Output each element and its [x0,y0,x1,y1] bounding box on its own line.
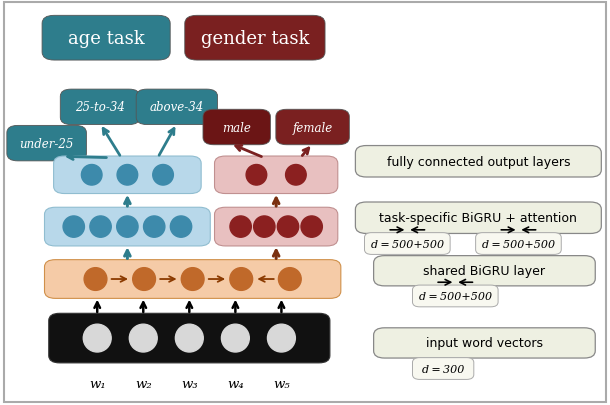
FancyBboxPatch shape [373,328,595,358]
FancyBboxPatch shape [49,313,330,363]
Ellipse shape [170,216,192,238]
FancyBboxPatch shape [356,146,601,177]
Ellipse shape [129,324,157,352]
Text: task-specific BiGRU + attention: task-specific BiGRU + attention [379,212,577,225]
FancyBboxPatch shape [54,157,201,194]
FancyBboxPatch shape [276,110,350,145]
Text: d = 300: d = 300 [422,364,464,373]
Ellipse shape [267,324,295,352]
FancyBboxPatch shape [45,260,341,298]
Ellipse shape [117,165,138,185]
Text: d = 500+500: d = 500+500 [418,291,492,301]
Text: above-34: above-34 [149,101,204,114]
Ellipse shape [81,165,102,185]
FancyBboxPatch shape [185,16,325,61]
Ellipse shape [221,324,249,352]
Ellipse shape [133,268,156,291]
FancyBboxPatch shape [412,358,474,379]
Ellipse shape [90,216,111,238]
FancyBboxPatch shape [365,233,450,255]
Text: w₃: w₃ [181,377,198,390]
FancyBboxPatch shape [412,286,498,307]
FancyBboxPatch shape [215,208,338,246]
FancyBboxPatch shape [215,157,338,194]
Text: under-25: under-25 [20,137,74,150]
Ellipse shape [176,324,203,352]
FancyBboxPatch shape [42,16,170,61]
Text: male: male [222,121,251,134]
Ellipse shape [181,268,204,291]
Ellipse shape [301,216,322,238]
Text: w₅: w₅ [273,377,290,390]
Text: female: female [292,121,332,134]
FancyBboxPatch shape [136,90,218,125]
Ellipse shape [230,216,251,238]
Ellipse shape [143,216,165,238]
Text: input word vectors: input word vectors [426,337,543,350]
Ellipse shape [254,216,275,238]
Text: gender task: gender task [201,30,309,47]
Ellipse shape [285,165,306,185]
Text: w₁: w₁ [89,377,106,390]
Text: d = 500+500: d = 500+500 [482,239,555,249]
Ellipse shape [152,165,173,185]
Ellipse shape [246,165,267,185]
FancyBboxPatch shape [476,233,561,255]
Ellipse shape [230,268,253,291]
Ellipse shape [84,324,111,352]
Ellipse shape [63,216,84,238]
Text: w₄: w₄ [227,377,244,390]
FancyBboxPatch shape [7,126,87,162]
Ellipse shape [84,268,107,291]
FancyBboxPatch shape [373,256,595,286]
FancyBboxPatch shape [203,110,270,145]
FancyBboxPatch shape [356,202,601,234]
FancyBboxPatch shape [60,90,140,125]
Ellipse shape [278,268,301,291]
Text: d = 500+500: d = 500+500 [371,239,444,249]
Text: shared BiGRU layer: shared BiGRU layer [423,264,545,277]
Text: w₂: w₂ [135,377,152,390]
Text: age task: age task [68,30,145,47]
Ellipse shape [117,216,138,238]
FancyBboxPatch shape [45,208,210,246]
Ellipse shape [278,216,299,238]
Text: fully connected output layers: fully connected output layers [387,156,570,168]
Text: 25-to-34: 25-to-34 [75,101,125,114]
